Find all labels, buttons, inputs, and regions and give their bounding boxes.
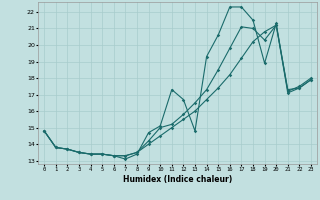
X-axis label: Humidex (Indice chaleur): Humidex (Indice chaleur)	[123, 175, 232, 184]
